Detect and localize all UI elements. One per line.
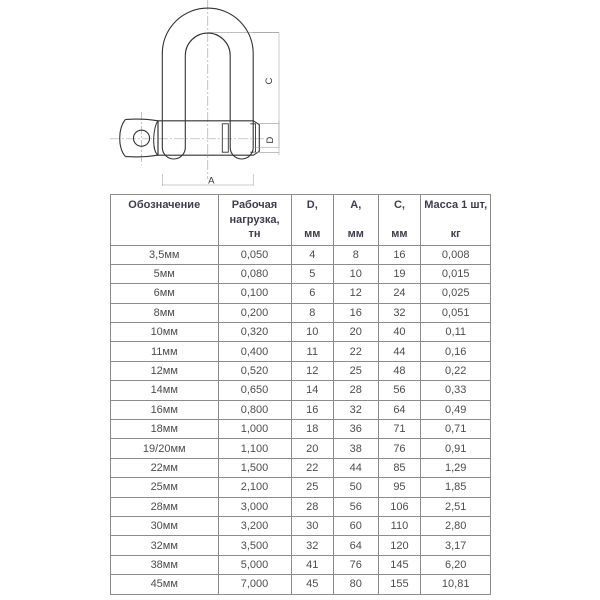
svg-text:C: C	[264, 77, 275, 84]
svg-text:A: A	[208, 176, 215, 187]
svg-text:D: D	[265, 136, 276, 143]
